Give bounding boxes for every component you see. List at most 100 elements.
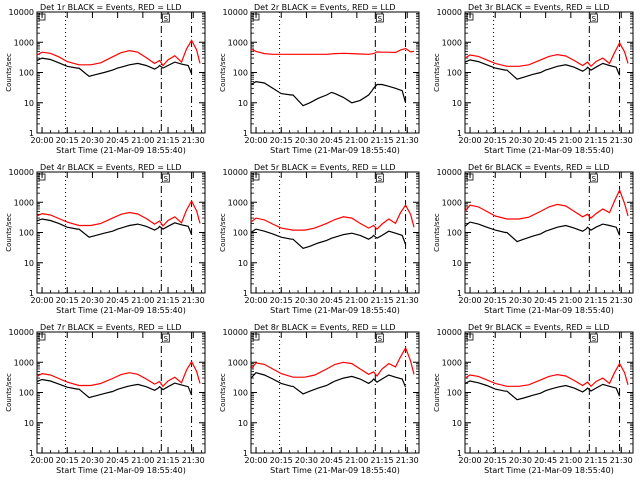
s-marker-label: S — [164, 15, 169, 23]
x-tick-label: 21:30 — [396, 456, 419, 465]
panel-3: Det 3r BLACK = Events, RED = LLD Counts/s… — [433, 3, 634, 155]
y-tick-label: 1 — [243, 289, 248, 298]
x-tick-label: 20:00 — [31, 136, 54, 145]
x-tick-label: 20:30 — [81, 136, 104, 145]
y-tick-label: 100 — [233, 389, 248, 398]
corner-legend-box — [466, 173, 474, 181]
lld-series-line — [250, 47, 415, 55]
x-tick-label: 21:00 — [559, 456, 582, 465]
x-tick-label: 21:30 — [182, 456, 205, 465]
x-tick-label: 21:15 — [157, 456, 180, 465]
y-tick-label: 100 — [19, 389, 34, 398]
x-tick-label: 20:30 — [295, 136, 318, 145]
s-marker-label: S — [592, 15, 597, 23]
x-tick-label: 21:00 — [131, 136, 154, 145]
x-tick-label: 21:15 — [371, 296, 394, 305]
x-tick-label: 20:15 — [56, 456, 79, 465]
s-marker-label: S — [164, 175, 169, 183]
x-tick-label: 20:30 — [509, 456, 532, 465]
x-tick-label: 20:00 — [245, 136, 268, 145]
x-tick-label: 20:30 — [509, 136, 532, 145]
plot-frame — [464, 331, 634, 454]
x-tick-label: 21:15 — [157, 296, 180, 305]
x-tick-label: 20:15 — [56, 296, 79, 305]
y-tick-label: 10000 — [9, 168, 34, 177]
x-tick-label: 20:00 — [459, 136, 482, 145]
s-marker-label: S — [378, 175, 383, 183]
lld-series-line — [250, 204, 415, 231]
events-series-line — [250, 372, 407, 395]
y-tick-label: 10000 — [223, 8, 248, 17]
x-tick-label: 20:15 — [484, 136, 507, 145]
x-tick-label: 21:15 — [585, 136, 608, 145]
x-tick-label: 21:00 — [559, 296, 582, 305]
y-tick-label: 1 — [457, 289, 462, 298]
x-axis-label: Start Time (21-Mar-09 18:55:40) — [484, 466, 614, 475]
x-tick-label: 20:30 — [81, 456, 104, 465]
x-tick-label: 21:30 — [610, 456, 633, 465]
plot-frame — [36, 331, 206, 454]
y-tick-label: 10 — [238, 419, 248, 428]
x-tick-label: 20:30 — [295, 456, 318, 465]
x-tick-label: 20:45 — [106, 456, 129, 465]
y-axis-label: Counts/sec — [433, 53, 441, 92]
x-axis-label: Start Time (21-Mar-09 18:55:40) — [484, 306, 614, 315]
panel-title: Det 6r BLACK = Events, RED = LLD — [468, 163, 610, 172]
panel-title: Det 8r BLACK = Events, RED = LLD — [254, 323, 396, 332]
y-tick-label: 1000 — [442, 358, 462, 367]
x-tick-label: 21:30 — [182, 296, 205, 305]
y-tick-label: 10 — [24, 419, 34, 428]
y-tick-label: 10000 — [9, 328, 34, 337]
y-tick-label: 1000 — [14, 358, 34, 367]
y-tick-label: 1 — [29, 289, 34, 298]
y-tick-label: 10 — [452, 259, 462, 268]
x-tick-label: 21:00 — [131, 296, 154, 305]
y-tick-label: 10 — [452, 99, 462, 108]
y-tick-label: 100 — [233, 229, 248, 238]
x-tick-label: 21:15 — [585, 296, 608, 305]
plot-frame — [250, 331, 420, 454]
x-axis-label: Start Time (21-Mar-09 18:55:40) — [270, 466, 400, 475]
x-tick-label: 20:45 — [534, 456, 557, 465]
s-marker-box — [589, 13, 598, 23]
panel-title: Det 4r BLACK = Events, RED = LLD — [40, 163, 182, 172]
x-tick-label: 21:00 — [345, 456, 368, 465]
s-marker-box — [375, 333, 384, 343]
y-tick-label: 10000 — [223, 328, 248, 337]
events-series-line — [250, 80, 407, 107]
corner-legend-box — [38, 333, 46, 341]
x-axis-label: Start Time (21-Mar-09 18:55:40) — [56, 146, 186, 155]
y-axis-label: Counts/sec — [433, 213, 441, 252]
x-tick-label: 21:30 — [610, 296, 633, 305]
y-axis-label: Counts/sec — [219, 373, 227, 412]
y-tick-label: 10000 — [9, 8, 34, 17]
corner-legend-box — [466, 13, 474, 21]
y-tick-label: 10 — [24, 99, 34, 108]
x-tick-label: 20:00 — [245, 456, 268, 465]
panel-title: Det 7r BLACK = Events, RED = LLD — [40, 323, 182, 332]
s-marker-box — [375, 13, 384, 23]
plot-frame — [36, 11, 206, 134]
y-axis-label: Counts/sec — [5, 213, 13, 252]
x-tick-label: 20:00 — [459, 296, 482, 305]
s-marker-label: S — [378, 15, 383, 23]
s-marker-box — [375, 173, 384, 183]
panel-title: Det 9r BLACK = Events, RED = LLD — [468, 323, 610, 332]
y-axis-label: Counts/sec — [5, 53, 13, 92]
x-tick-label: 21:30 — [610, 136, 633, 145]
plot-frame — [250, 11, 420, 134]
x-tick-label: 21:00 — [345, 296, 368, 305]
x-axis-label: Start Time (21-Mar-09 18:55:40) — [56, 466, 186, 475]
x-tick-label: 20:45 — [534, 136, 557, 145]
events-series-line — [36, 57, 193, 77]
plot-frame — [36, 171, 206, 294]
y-tick-label: 10000 — [437, 8, 462, 17]
y-tick-label: 100 — [447, 229, 462, 238]
s-marker-label: S — [592, 175, 597, 183]
lld-series-line — [36, 199, 201, 227]
y-tick-label: 100 — [447, 389, 462, 398]
panel-title: Det 5r BLACK = Events, RED = LLD — [254, 163, 396, 172]
y-tick-label: 1000 — [228, 358, 248, 367]
x-tick-label: 20:15 — [56, 136, 79, 145]
